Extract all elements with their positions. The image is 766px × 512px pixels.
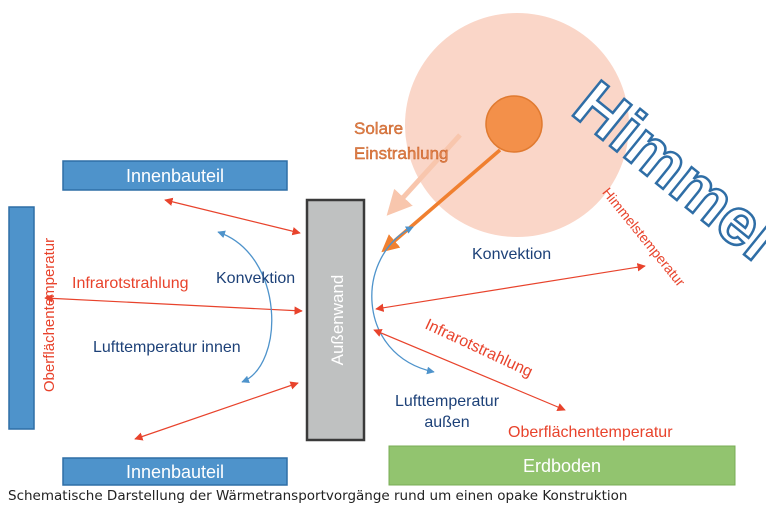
erdboden-ground	[388, 445, 736, 486]
innenbauteil-bottom	[62, 457, 288, 486]
aussenwand-wall	[305, 198, 366, 442]
figure-caption: Schematische Darstellung der Wärmetransp…	[8, 488, 628, 504]
ir-arrow-sky	[375, 263, 646, 312]
infrarot-left-label: Infrarotstrahlung	[72, 275, 189, 292]
erdboden-label: Erdboden	[523, 456, 601, 476]
ir-arrow-mid-inside	[44, 294, 303, 315]
solare-label-line1: Solare	[354, 119, 403, 138]
infrarot-right-label: Infrarotstrahlung	[422, 316, 535, 381]
innenbauteil-bottom-label: Innenbauteil	[126, 462, 224, 482]
ir-arrow-ground	[373, 329, 566, 411]
solar-diffuse-arrow	[386, 133, 462, 216]
sun-core	[485, 95, 543, 153]
konvektion-right-label: Konvektion	[472, 246, 551, 263]
lufttemp-aussen-label-line2: außen	[424, 414, 469, 431]
innenbauteil-top-label: Innenbauteil	[126, 166, 224, 186]
ir-arrow-bottom-inside	[134, 381, 299, 441]
convection-curve-outside	[371, 226, 435, 375]
left-surface-bar	[8, 206, 35, 430]
oberflaechen-left-label: Oberflächentemperatur	[41, 238, 58, 392]
lufttemp-innen-label: Lufttemperatur innen	[93, 339, 241, 356]
oberflaechen-right-label: Oberflächentemperatur	[508, 424, 673, 441]
ir-arrow-top-inside	[164, 197, 301, 236]
lufttemp-aussen-label-line1: Lufttemperatur	[395, 393, 500, 410]
aussenwand-label: Außenwand	[328, 275, 347, 366]
convection-curve-inside	[217, 230, 273, 384]
solare-label-line2: Einstrahlung	[354, 144, 449, 163]
konvektion-left-label: Konvektion	[216, 270, 295, 287]
innenbauteil-top	[62, 160, 288, 191]
